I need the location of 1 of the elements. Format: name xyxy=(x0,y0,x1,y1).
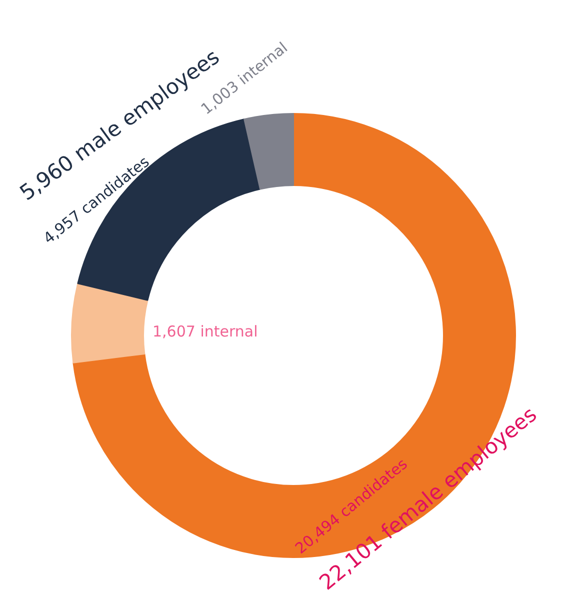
slice-label: 1,607 internal xyxy=(152,322,258,340)
